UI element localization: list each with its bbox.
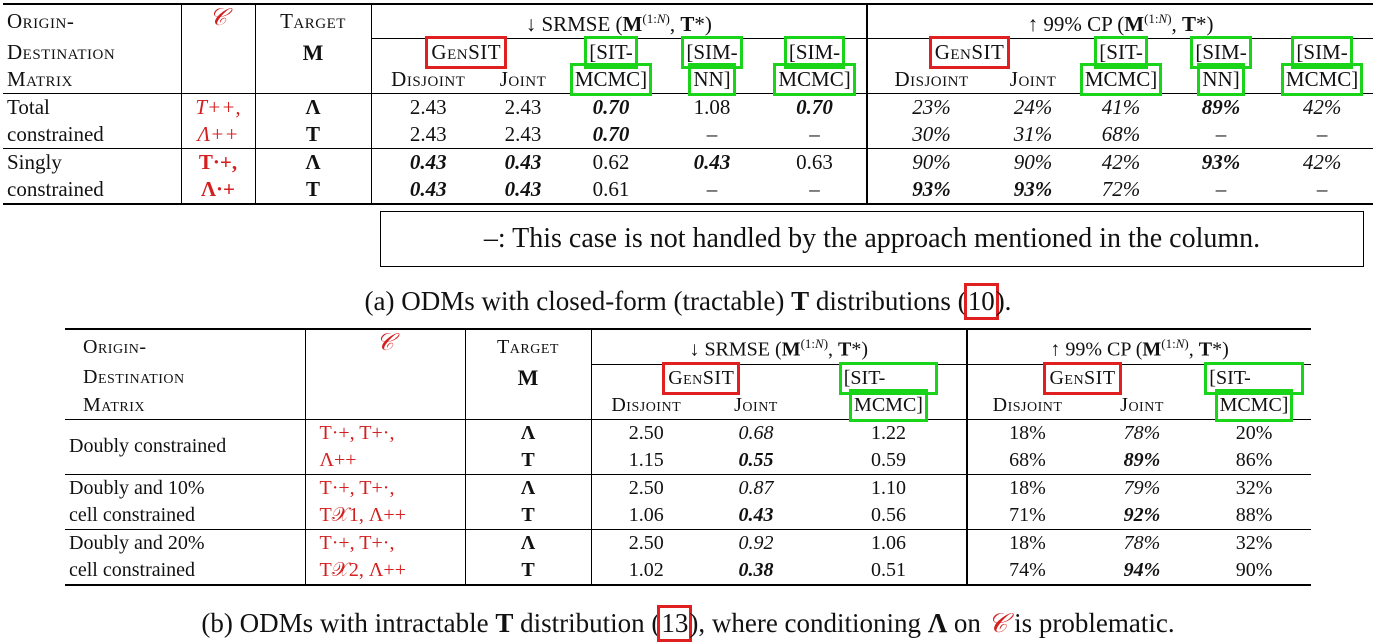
table-a: Origin- 𝒞 Target ↓ SRMSE (M(1:N), T*) ↑ …	[3, 3, 1374, 205]
sit-mcmc-cp: [SIT-	[1094, 36, 1148, 69]
table-row: Singly T·+, Λ 0.43 0.43 0.62 0.43 0.63 9…	[3, 148, 1374, 176]
table-row: Λ++ T 1.15 0.55 0.59 68% 89% 86%	[65, 446, 1311, 475]
sim-nn-cp: [SIM-	[1190, 36, 1252, 69]
srmse-header: ↓ SRMSE (M(1:N), T*)	[370, 4, 868, 39]
table-note: –: This case is not handled by the appro…	[380, 211, 1364, 267]
constraint-header: 𝒞	[180, 4, 255, 94]
sim-mcmc-srmse: [SIM-	[783, 36, 846, 69]
cp-header: ↑ 99% CP (M(1:N), T*)	[966, 329, 1312, 365]
target-header: Target	[254, 4, 371, 39]
target-m: M	[254, 38, 371, 66]
table-row: Doubly and 10% T·+, T+·, Λ 2.50 0.87 1.1…	[65, 473, 1312, 502]
gensit-srmse: GenSIT	[370, 36, 561, 69]
table-row: Total T++, Λ 2.43 2.43 0.70 1.08 0.70 23…	[3, 93, 1374, 121]
odm-header-3: Matrix	[7, 67, 73, 91]
table-row: cell constrained T𝒳1, Λ++ T 1.06 0.43 0.…	[65, 501, 1311, 530]
odm-header: Origin-	[7, 9, 75, 34]
sim-nn-srmse: [SIM-	[681, 36, 743, 69]
odm-header: Origin-	[83, 335, 147, 358]
caption-a: (a) ODMs with closed-form (tractable) T …	[364, 283, 1012, 320]
sit-mcmc-srmse: [SIT-	[584, 36, 638, 69]
table-row: cell constrained T𝒳2, Λ++ T 1.02 0.38 0.…	[65, 556, 1312, 585]
odm-header-2: Destination	[7, 39, 116, 64]
gensit-cp: GenSIT	[866, 36, 1072, 69]
constraint-header: 𝒞	[304, 329, 465, 420]
target-header: Target	[464, 329, 591, 365]
disjoint-cp: Disjoint	[866, 66, 996, 94]
caption-b: (b) ODMs with intractable T distribution…	[201, 605, 1175, 642]
joint-cp: Joint	[1009, 67, 1057, 91]
disjoint-srmse: Disjoint	[370, 66, 485, 94]
cp-header: ↑ 99% CP (M(1:N), T*)	[866, 4, 1374, 39]
table-b: Origin- 𝒞 Target ↓ SRMSE (M(1:N), T*) ↑ …	[65, 328, 1312, 586]
joint-srmse: Joint	[499, 67, 547, 91]
table-row: constrained Λ++ T 2.43 2.43 0.70 – – 30%…	[3, 121, 1373, 149]
table-row: Doubly constrained T·+, T+·, Λ 2.50 0.68…	[65, 418, 1312, 475]
sim-mcmc-cp: [SIM-	[1291, 36, 1353, 69]
table-row: constrained Λ·+ T 0.43 0.43 0.61 – – 93%…	[3, 176, 1374, 204]
table-row: Doubly and 20% T·+, T+·, Λ 2.50 0.92 1.0…	[65, 528, 1312, 557]
srmse-header: ↓ SRMSE (M(1:N), T*)	[590, 329, 968, 365]
